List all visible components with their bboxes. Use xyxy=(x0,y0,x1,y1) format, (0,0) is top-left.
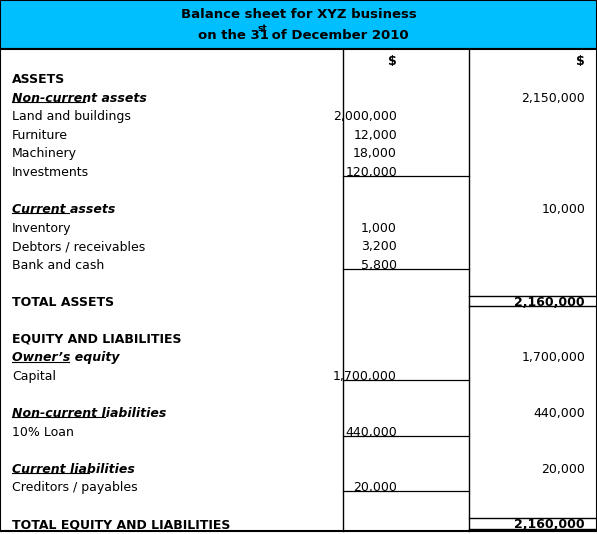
Text: Creditors / payables: Creditors / payables xyxy=(12,481,137,494)
Text: 20,000: 20,000 xyxy=(353,481,397,494)
Text: st: st xyxy=(258,24,267,33)
Text: Current liabilities: Current liabilities xyxy=(12,462,135,476)
Text: 12,000: 12,000 xyxy=(353,129,397,142)
Text: Capital: Capital xyxy=(12,370,56,383)
Text: 120,000: 120,000 xyxy=(345,166,397,179)
Text: Investments: Investments xyxy=(12,166,89,179)
Text: Inventory: Inventory xyxy=(12,222,72,234)
Text: Non-current liabilities: Non-current liabilities xyxy=(12,407,167,420)
Text: 2,160,000: 2,160,000 xyxy=(515,519,585,531)
Text: 1,700,000: 1,700,000 xyxy=(521,351,585,364)
Text: of December 2010: of December 2010 xyxy=(267,29,408,42)
Text: 10% Loan: 10% Loan xyxy=(12,426,74,438)
Text: Current assets: Current assets xyxy=(12,203,115,216)
Text: 5,800: 5,800 xyxy=(361,258,397,272)
Text: on the 31: on the 31 xyxy=(198,29,269,42)
Text: 2,150,000: 2,150,000 xyxy=(521,92,585,105)
Text: 440,000: 440,000 xyxy=(533,407,585,420)
Text: EQUITY AND LIABILITIES: EQUITY AND LIABILITIES xyxy=(12,333,181,346)
Text: 1,700,000: 1,700,000 xyxy=(333,370,397,383)
Text: 10,000: 10,000 xyxy=(541,203,585,216)
Text: 3,200: 3,200 xyxy=(361,240,397,253)
Text: Machinery: Machinery xyxy=(12,147,77,160)
Text: Owner’s equity: Owner’s equity xyxy=(12,351,119,364)
Text: Land and buildings: Land and buildings xyxy=(12,111,131,123)
Text: ASSETS: ASSETS xyxy=(12,73,65,86)
Text: TOTAL ASSETS: TOTAL ASSETS xyxy=(12,296,114,309)
Text: TOTAL EQUITY AND LIABILITIES: TOTAL EQUITY AND LIABILITIES xyxy=(12,519,230,531)
Text: 20,000: 20,000 xyxy=(541,462,585,476)
Text: Non-current assets: Non-current assets xyxy=(12,92,147,105)
Text: Balance sheet for XYZ business: Balance sheet for XYZ business xyxy=(181,8,416,21)
Bar xyxy=(0,0,597,49)
Text: 440,000: 440,000 xyxy=(345,426,397,438)
Text: 1,000: 1,000 xyxy=(361,222,397,234)
Text: 2,160,000: 2,160,000 xyxy=(515,296,585,309)
Text: $: $ xyxy=(576,54,585,68)
Text: Bank and cash: Bank and cash xyxy=(12,258,104,272)
Text: $: $ xyxy=(388,54,397,68)
Text: 2,000,000: 2,000,000 xyxy=(333,111,397,123)
Text: Furniture: Furniture xyxy=(12,129,68,142)
Text: 18,000: 18,000 xyxy=(353,147,397,160)
Text: Debtors / receivables: Debtors / receivables xyxy=(12,240,145,253)
